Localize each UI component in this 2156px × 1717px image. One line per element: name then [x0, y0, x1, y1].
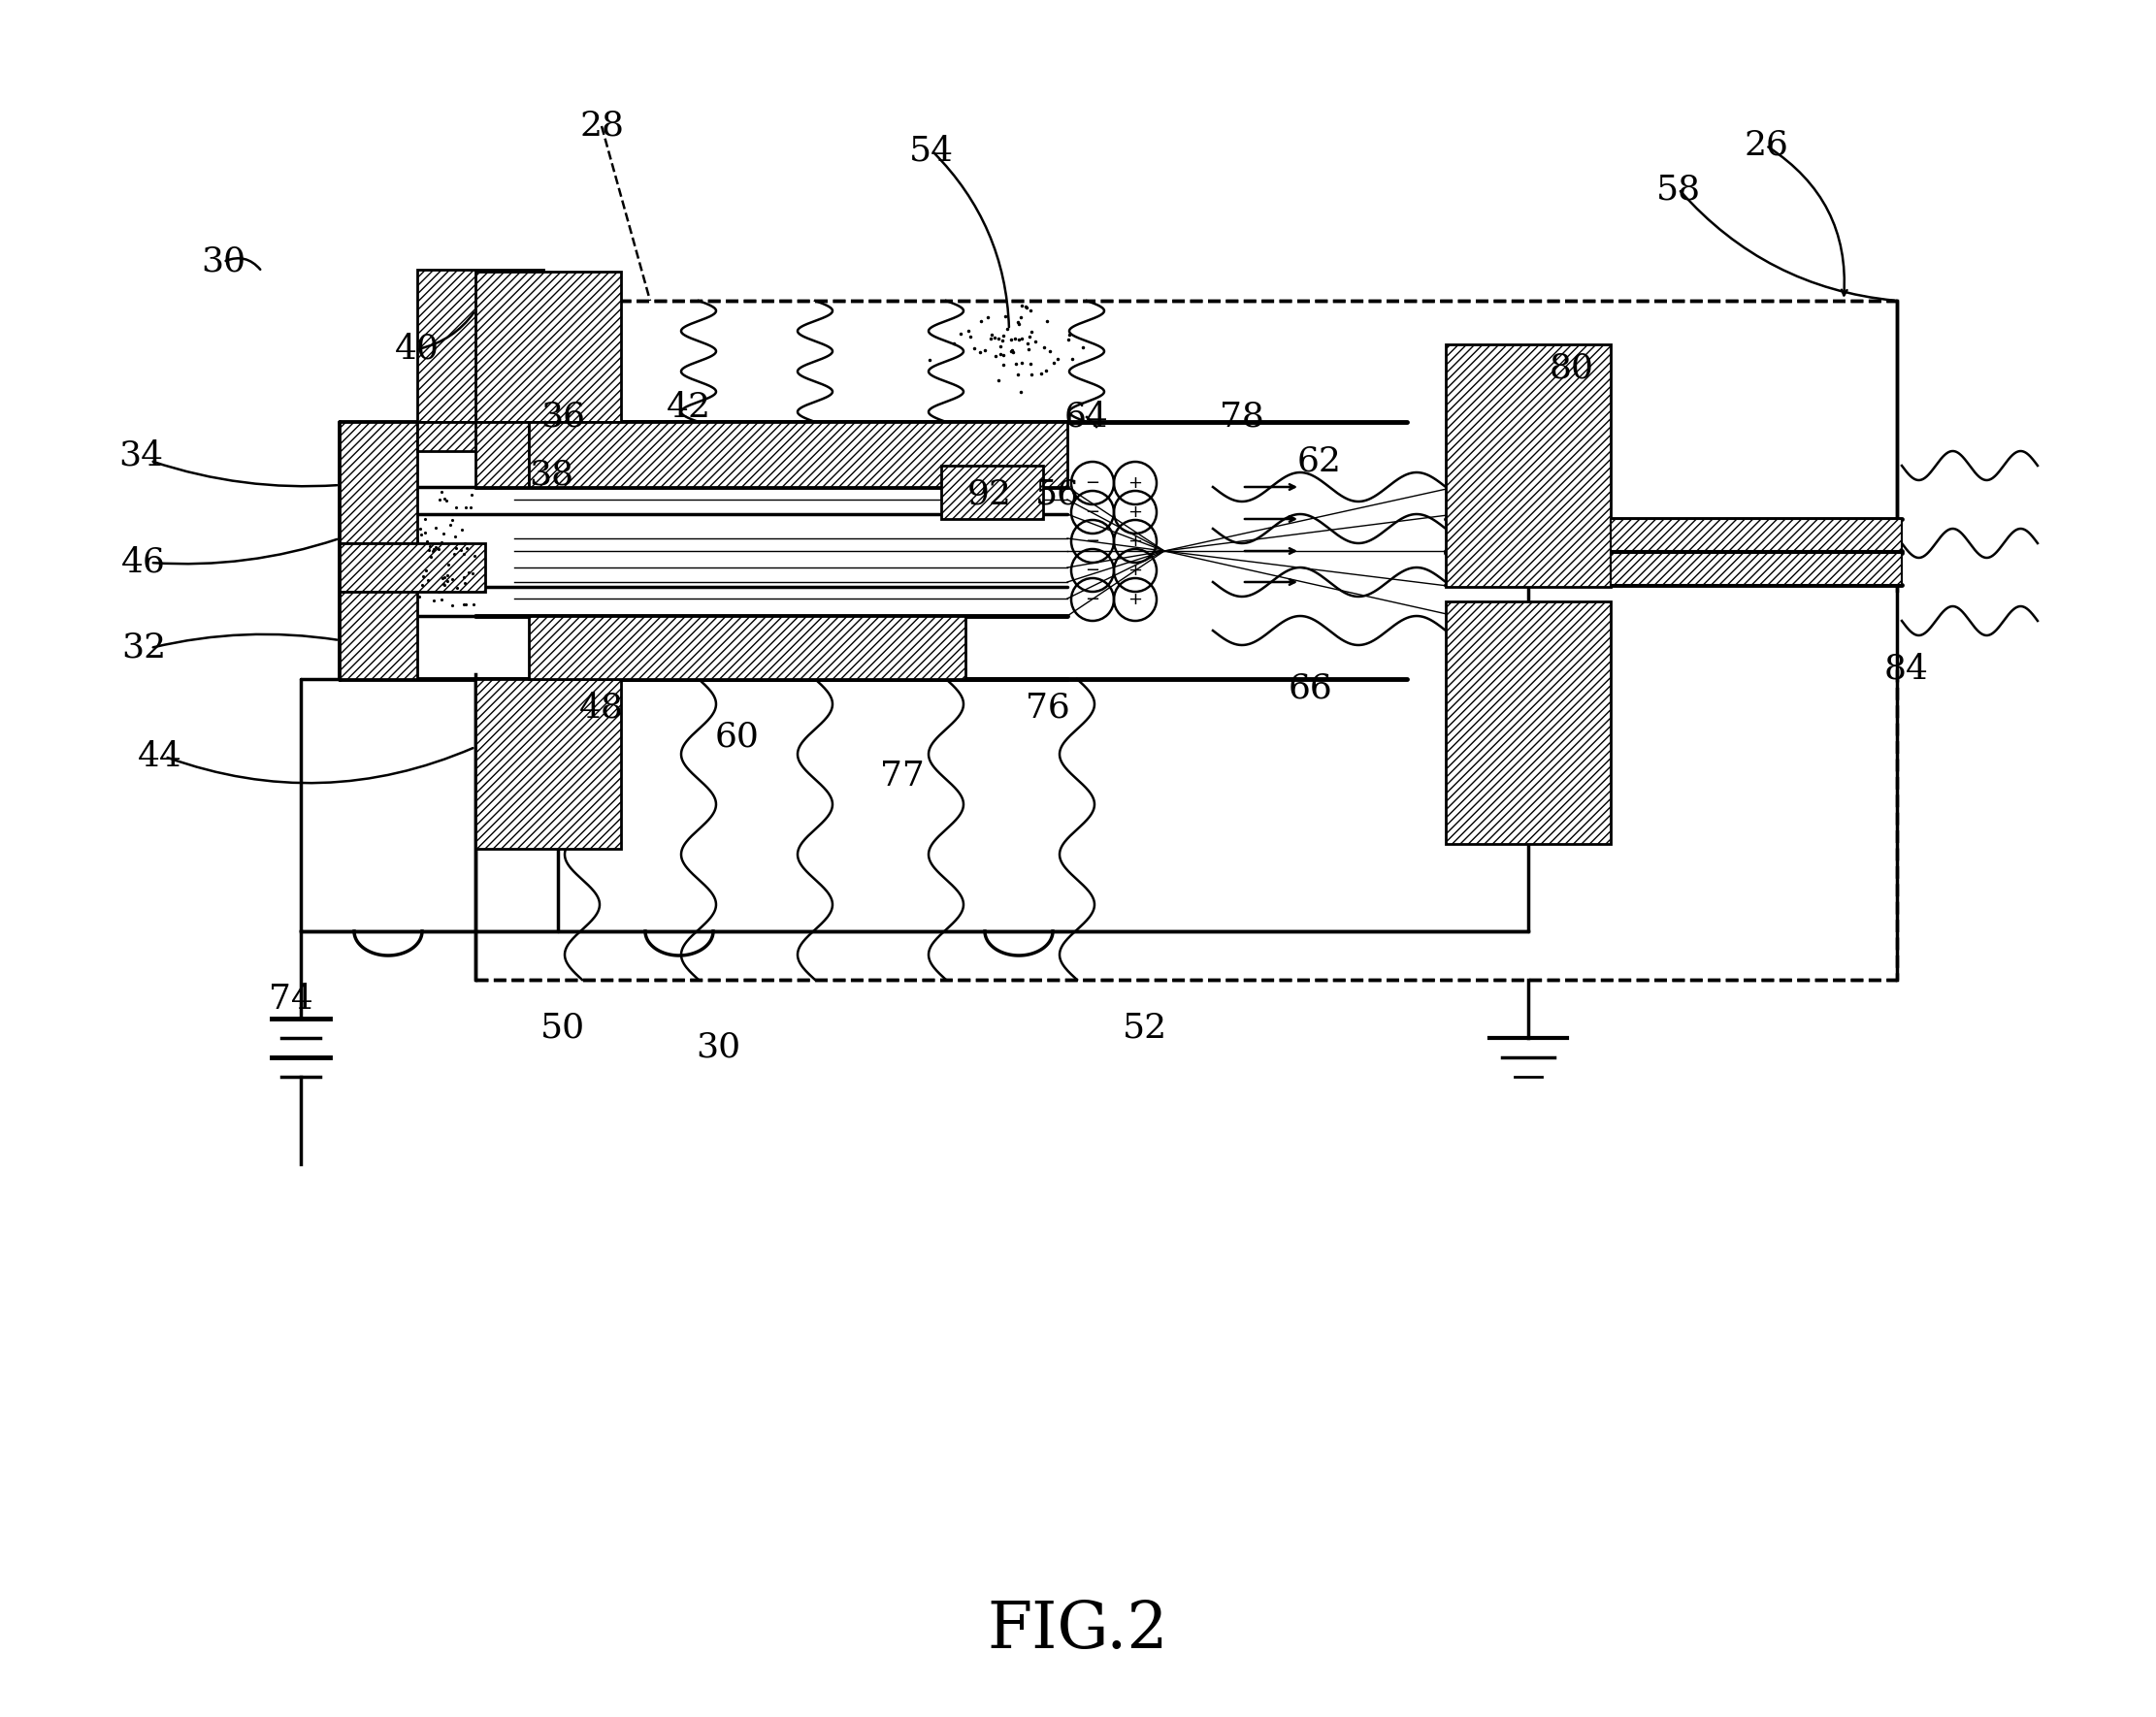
- Text: −: −: [1084, 474, 1100, 491]
- Text: 58: 58: [1656, 173, 1701, 206]
- Text: −: −: [1084, 503, 1100, 520]
- Text: 40: 40: [395, 333, 440, 366]
- Text: −: −: [1084, 591, 1100, 608]
- Text: −: −: [1084, 532, 1100, 549]
- Text: +: +: [1128, 591, 1143, 608]
- Text: +: +: [1128, 561, 1143, 579]
- Text: 77: 77: [880, 759, 925, 793]
- Text: 42: 42: [666, 391, 711, 424]
- Bar: [528, 616, 966, 678]
- Text: 38: 38: [528, 458, 573, 491]
- Text: 54: 54: [910, 134, 953, 167]
- Bar: [640, 616, 748, 678]
- Text: 50: 50: [541, 1011, 584, 1044]
- Text: 26: 26: [1744, 129, 1787, 161]
- Bar: [1447, 345, 1611, 587]
- Text: +: +: [1128, 532, 1143, 549]
- Text: 62: 62: [1298, 445, 1341, 477]
- Text: 76: 76: [1026, 692, 1069, 725]
- Text: 80: 80: [1550, 352, 1593, 385]
- Text: −: −: [1084, 561, 1100, 579]
- Bar: [476, 422, 528, 488]
- Text: 52: 52: [1123, 1011, 1166, 1044]
- Text: 44: 44: [138, 740, 183, 773]
- Bar: [528, 422, 1067, 488]
- Text: 34: 34: [119, 440, 164, 472]
- Text: 84: 84: [1884, 652, 1930, 685]
- Text: 36: 36: [541, 400, 584, 434]
- Bar: [942, 465, 1044, 519]
- Bar: [341, 543, 485, 592]
- Text: 48: 48: [580, 692, 623, 725]
- Bar: [418, 422, 543, 452]
- Bar: [1447, 601, 1611, 845]
- Text: 78: 78: [1220, 400, 1263, 434]
- Text: 30: 30: [696, 1032, 740, 1065]
- Text: +: +: [1128, 503, 1143, 520]
- Bar: [1611, 553, 1902, 585]
- Text: 60: 60: [716, 721, 759, 754]
- Bar: [1611, 519, 1902, 551]
- Bar: [418, 270, 543, 422]
- Bar: [476, 678, 621, 848]
- Text: 46: 46: [121, 546, 166, 579]
- Text: 64: 64: [1065, 400, 1108, 434]
- Text: FIG.2: FIG.2: [987, 1599, 1169, 1662]
- Text: 30: 30: [201, 246, 246, 278]
- Text: 32: 32: [121, 632, 166, 664]
- Text: 92: 92: [968, 479, 1011, 512]
- Text: 28: 28: [580, 110, 623, 143]
- Text: 56: 56: [1035, 479, 1080, 512]
- Text: 74: 74: [270, 982, 313, 1016]
- Bar: [341, 422, 418, 543]
- Text: +: +: [1128, 474, 1143, 491]
- Bar: [341, 592, 418, 678]
- Text: 66: 66: [1287, 673, 1332, 706]
- Bar: [476, 271, 621, 422]
